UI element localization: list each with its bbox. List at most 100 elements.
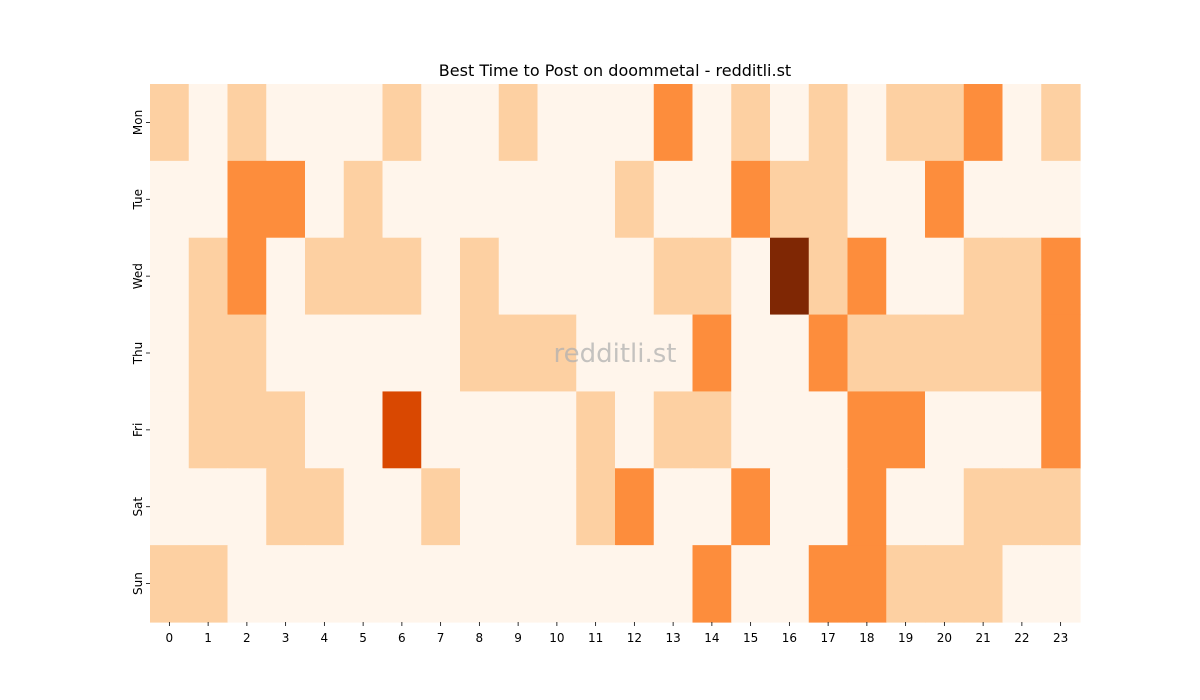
heatmap-cell-thu-5: [343, 314, 384, 393]
heatmap-cell-tue-1: [188, 160, 229, 239]
heatmap-cell-wed-8: [460, 237, 500, 316]
heatmap-cell-wed-19: [886, 237, 926, 316]
heatmap-cell-thu-17: [808, 314, 849, 393]
heatmap-cell-mon-22: [1002, 84, 1042, 162]
heatmap-cell-mon-13: [653, 84, 694, 162]
heatmap-cell-mon-2: [227, 84, 267, 162]
heatmap-cell-mon-12: [615, 84, 655, 162]
heatmap-cell-tue-10: [537, 160, 577, 239]
heatmap-cell-fri-17: [808, 391, 849, 469]
heatmap-cell-fri-11: [576, 391, 616, 469]
x-tick-label: 10: [549, 631, 564, 645]
heatmap-cell-sat-12: [615, 468, 655, 546]
x-tick-label: 4: [321, 631, 329, 645]
heatmap-cell-fri-5: [343, 391, 384, 469]
heatmap-cell-wed-0: [150, 237, 190, 316]
heatmap-cell-tue-11: [576, 160, 616, 239]
x-tick-label: 16: [782, 631, 797, 645]
heatmap-cell-wed-21: [963, 237, 1004, 316]
heatmap-cell-sat-5: [343, 468, 384, 546]
heatmap-cell-wed-16: [770, 237, 810, 316]
heatmap-cell-mon-1: [188, 84, 229, 162]
heatmap-cell-thu-2: [227, 314, 267, 393]
heatmap-cell-wed-9: [498, 237, 539, 316]
heatmap-cell-sat-2: [227, 468, 267, 546]
y-tick-label: Thu: [131, 342, 145, 366]
y-tick-label: Tue: [131, 189, 145, 211]
heatmap-cell-mon-19: [886, 84, 926, 162]
heatmap-cell-wed-1: [188, 237, 229, 316]
heatmap-cell-mon-14: [692, 84, 732, 162]
heatmap-cell-wed-14: [692, 237, 732, 316]
x-tick-label: 18: [859, 631, 874, 645]
heatmap-cell-sun-6: [382, 545, 422, 623]
chart-title: Best Time to Post on doommetal - redditl…: [439, 61, 791, 80]
heatmap-cell-fri-21: [963, 391, 1004, 469]
heatmap-cell-sun-16: [770, 545, 810, 623]
heatmap-cell-sat-21: [963, 468, 1004, 546]
x-tick-label: 21: [975, 631, 990, 645]
heatmap-cell-thu-0: [150, 314, 190, 393]
heatmap-cell-tue-0: [150, 160, 190, 239]
x-tick-label: 19: [898, 631, 913, 645]
heatmap-cell-fri-23: [1041, 391, 1081, 469]
heatmap-cell-thu-22: [1002, 314, 1042, 393]
heatmap-cell-thu-15: [731, 314, 771, 393]
heatmap-cell-mon-9: [498, 84, 539, 162]
x-tick-label: 8: [476, 631, 484, 645]
heatmap-cell-fri-0: [150, 391, 190, 469]
heatmap-cells: [150, 84, 1081, 623]
heatmap-cell-sun-13: [653, 545, 694, 623]
heatmap-cell-sat-19: [886, 468, 926, 546]
x-tick-label: 17: [820, 631, 835, 645]
heatmap-cell-tue-5: [343, 160, 384, 239]
heatmap-cell-fri-20: [925, 391, 965, 469]
heatmap-cell-wed-2: [227, 237, 267, 316]
heatmap-cell-thu-3: [266, 314, 306, 393]
heatmap-cell-wed-22: [1002, 237, 1042, 316]
heatmap-cell-thu-20: [925, 314, 965, 393]
heatmap-cell-fri-13: [653, 391, 694, 469]
heatmap-cell-thu-21: [963, 314, 1004, 393]
heatmap-cell-sat-6: [382, 468, 422, 546]
heatmap-cell-fri-18: [847, 391, 887, 469]
x-tick-label: 15: [743, 631, 758, 645]
heatmap-cell-fri-3: [266, 391, 306, 469]
heatmap-cell-sun-12: [615, 545, 655, 623]
heatmap-cell-mon-23: [1041, 84, 1081, 162]
heatmap-cell-mon-11: [576, 84, 616, 162]
heatmap-cell-mon-3: [266, 84, 306, 162]
y-tick-label: Sat: [131, 497, 145, 517]
heatmap-cell-sat-20: [925, 468, 965, 546]
x-tick-label: 7: [437, 631, 445, 645]
heatmap-cell-wed-20: [925, 237, 965, 316]
heatmap-cell-fri-4: [305, 391, 345, 469]
heatmap-cell-thu-1: [188, 314, 229, 393]
heatmap-cell-fri-6: [382, 391, 422, 469]
heatmap-cell-mon-6: [382, 84, 422, 162]
heatmap-cell-mon-18: [847, 84, 887, 162]
heatmap-cell-tue-4: [305, 160, 345, 239]
x-tick-label: 1: [204, 631, 212, 645]
heatmap-cell-sat-18: [847, 468, 887, 546]
heatmap-cell-fri-22: [1002, 391, 1042, 469]
heatmap-cell-tue-14: [692, 160, 732, 239]
heatmap-cell-thu-6: [382, 314, 422, 393]
y-tick-label: Mon: [131, 110, 145, 135]
heatmap-cell-mon-15: [731, 84, 771, 162]
heatmap-cell-tue-21: [963, 160, 1004, 239]
heatmap-cell-mon-7: [421, 84, 461, 162]
heatmap-cell-tue-9: [498, 160, 539, 239]
heatmap-cell-sat-8: [460, 468, 500, 546]
heatmap-cell-tue-18: [847, 160, 887, 239]
heatmap-cell-wed-3: [266, 237, 306, 316]
heatmap-cell-mon-5: [343, 84, 384, 162]
heatmap-cell-sat-16: [770, 468, 810, 546]
heatmap-cell-sun-7: [421, 545, 461, 623]
x-tick-label: 5: [359, 631, 367, 645]
y-tick-label: Sun: [131, 572, 145, 595]
heatmap-cell-fri-1: [188, 391, 229, 469]
heatmap-cell-sat-15: [731, 468, 771, 546]
heatmap-cell-wed-4: [305, 237, 345, 316]
